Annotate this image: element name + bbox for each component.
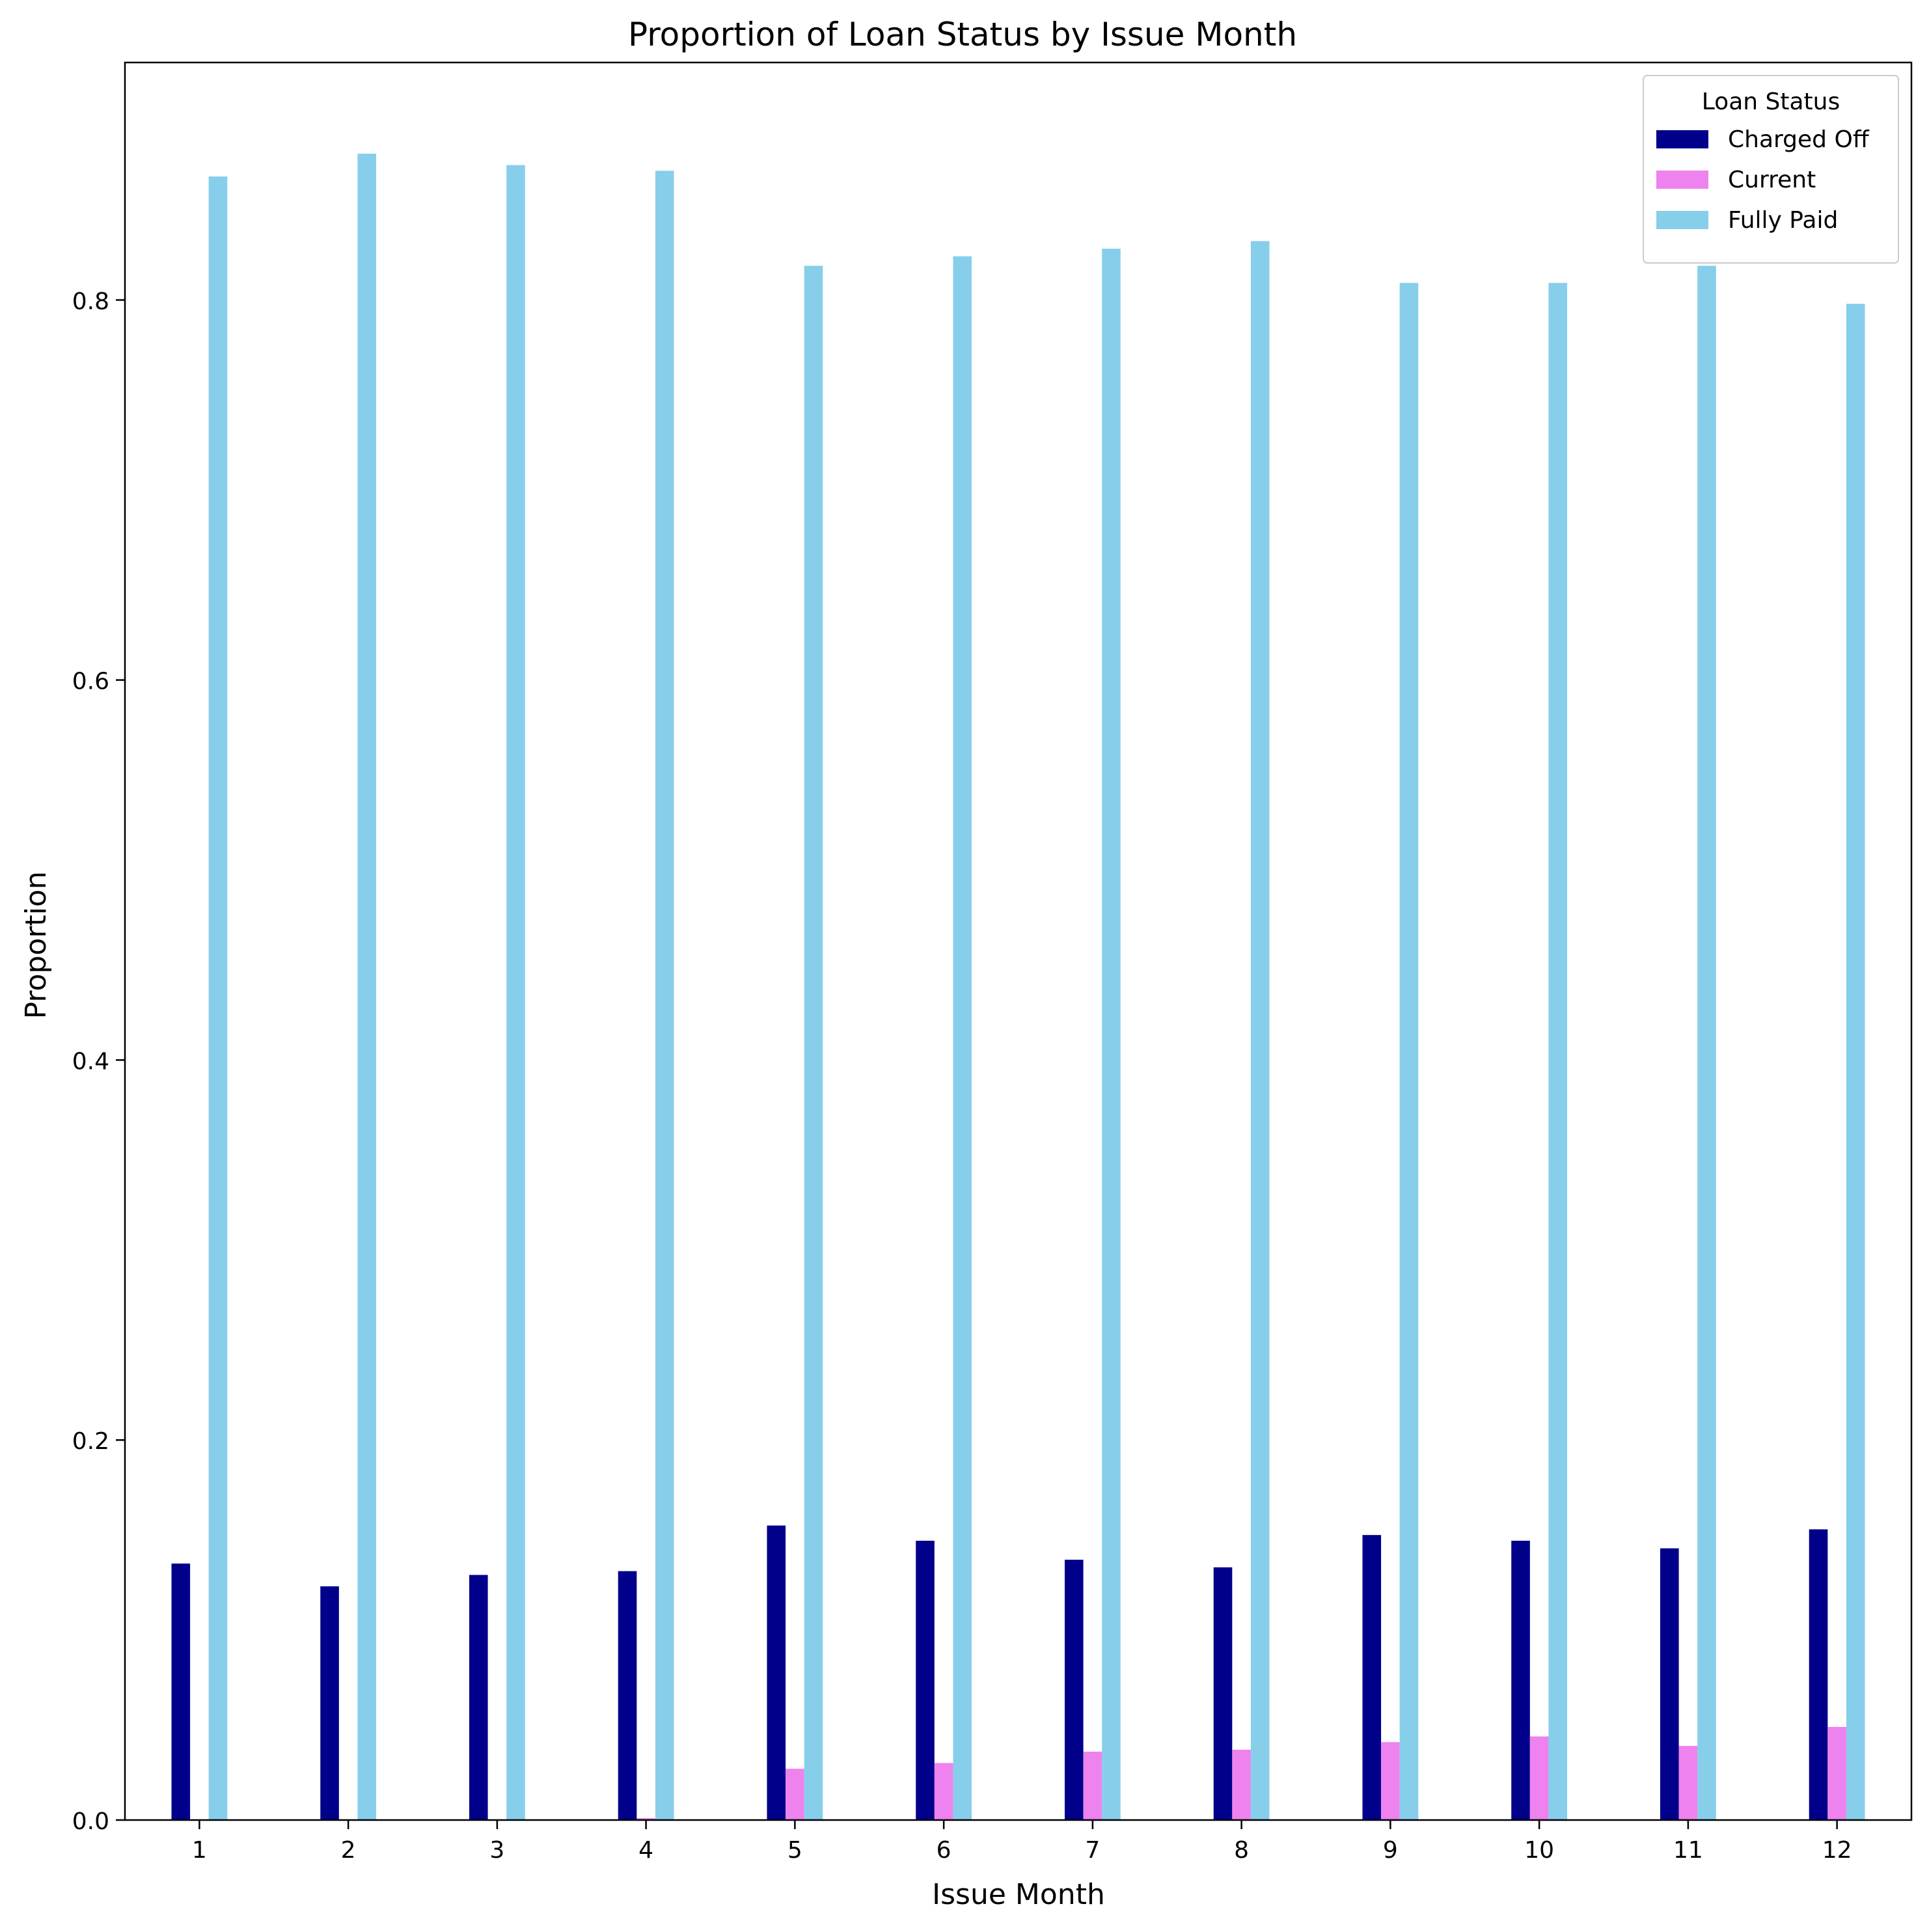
bar — [1399, 283, 1419, 1820]
y-tick-label: 0.6 — [72, 669, 109, 695]
series-current — [636, 1726, 1846, 1820]
bar — [1827, 1726, 1846, 1820]
y-axis-label: Proportion — [20, 871, 53, 1019]
bar — [1362, 1535, 1382, 1820]
bar — [1381, 1742, 1400, 1820]
x-tick-label: 2 — [341, 1837, 356, 1864]
legend: Loan Status Charged Off Current Fully Paid — [1643, 75, 1899, 264]
bar — [171, 1563, 191, 1820]
legend-swatch — [1656, 211, 1708, 229]
bar — [934, 1763, 953, 1820]
legend-item: Fully Paid — [1656, 207, 1838, 234]
bars-layer — [171, 154, 1865, 1821]
bar — [1232, 1750, 1251, 1820]
y-tick-label: 0.8 — [72, 288, 109, 315]
bar — [1102, 249, 1121, 1821]
x-tick-label: 7 — [1085, 1837, 1100, 1864]
bar — [1250, 241, 1270, 1820]
legend-label: Current — [1728, 167, 1816, 193]
x-tick-label: 1 — [192, 1837, 207, 1864]
bar — [1529, 1736, 1549, 1820]
bar — [916, 1540, 935, 1820]
bar — [1064, 1560, 1084, 1820]
bar — [1697, 266, 1716, 1821]
bar — [1809, 1529, 1828, 1820]
x-tick-label: 6 — [937, 1837, 951, 1864]
x-tick-label: 11 — [1673, 1837, 1703, 1864]
bar — [767, 1525, 786, 1820]
bar — [1846, 303, 1865, 1821]
bar — [804, 266, 823, 1821]
bar — [953, 256, 972, 1820]
bar — [786, 1769, 804, 1820]
bar — [1548, 283, 1568, 1820]
x-tick-label: 12 — [1822, 1837, 1852, 1864]
x-tick-label: 5 — [787, 1837, 802, 1864]
bar — [1511, 1540, 1530, 1820]
bar — [1660, 1548, 1679, 1820]
legend-label: Charged Off — [1728, 126, 1870, 153]
legend-title: Loan Status — [1702, 89, 1840, 115]
plot-frame — [124, 61, 1913, 1821]
y-tick-label: 0.4 — [72, 1048, 109, 1075]
bar — [1213, 1567, 1233, 1820]
x-tick-label: 10 — [1524, 1837, 1554, 1864]
legend-label: Fully Paid — [1728, 207, 1838, 234]
legend-item: Charged Off — [1656, 126, 1870, 153]
bar — [1083, 1751, 1102, 1820]
bar — [469, 1575, 488, 1820]
bar — [208, 176, 228, 1820]
bar — [357, 154, 377, 1820]
x-tick-label: 9 — [1383, 1837, 1398, 1864]
bar — [655, 171, 674, 1820]
legend-swatch — [1656, 171, 1708, 189]
series-fully-paid — [208, 154, 1865, 1821]
bar — [506, 165, 525, 1821]
bar — [1678, 1746, 1698, 1820]
series-charged-off — [171, 1525, 1828, 1820]
bar — [618, 1571, 637, 1820]
x-tick-label: 3 — [489, 1837, 504, 1864]
legend-item: Current — [1656, 167, 1816, 193]
bar — [320, 1586, 339, 1820]
x-tick-label: 4 — [638, 1837, 653, 1864]
axes-layer: 0.00.20.40.60.81 2 3 4 5 6 7 8 9 10 11 12 — [72, 61, 1913, 1864]
bar — [636, 1818, 655, 1820]
x-tick-label: 8 — [1234, 1837, 1249, 1864]
x-axis-label: Issue Month — [932, 1878, 1105, 1911]
chart-title: Proportion of Loan Status by Issue Month — [628, 16, 1297, 53]
y-tick-label: 0.0 — [72, 1808, 109, 1835]
y-tick-label: 0.2 — [72, 1428, 109, 1455]
legend-swatch — [1656, 130, 1708, 148]
